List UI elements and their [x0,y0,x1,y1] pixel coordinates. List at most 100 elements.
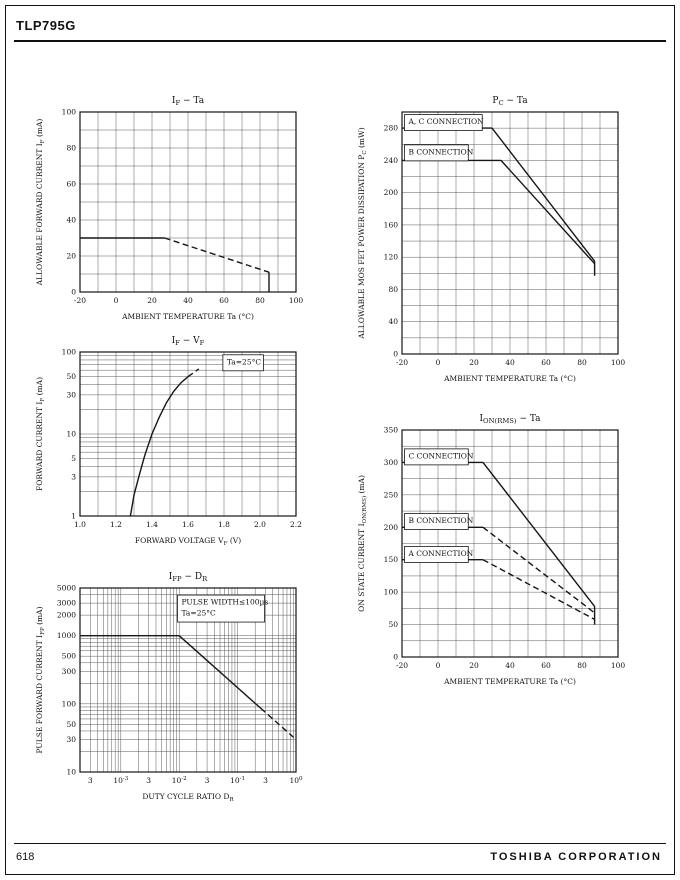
svg-text:30: 30 [66,390,76,399]
svg-text:ION(RMS) − Ta: ION(RMS) − Ta [479,414,541,425]
series-a-c-connection-derating [491,127,596,262]
svg-text:2000: 2000 [57,611,76,620]
svg-text:FORWARD CURRENT IF (mA): FORWARD CURRENT IF (mA) [35,377,46,491]
chart-pc-ta: -20 0 20 40 60 80 100 0 40 80 120 160 200 240 280 PC − … [352,86,632,396]
svg-text:2.0: 2.0 [254,520,266,529]
series-a-connection-derating [482,559,595,621]
svg-text:DUTY CYCLE RATIO DR: DUTY CYCLE RATIO DR [142,792,234,803]
header-divider [14,40,666,42]
svg-text:IF − Ta: IF − Ta [172,96,205,107]
svg-text:PC − Ta: PC − Ta [492,96,528,107]
svg-text:280: 280 [384,124,399,133]
svg-text:10-2: 10-2 [172,776,187,785]
svg-text:3000: 3000 [57,599,76,608]
svg-text:A, C CONNECTION: A, C CONNECTION [407,117,484,126]
svg-text:0: 0 [436,661,441,670]
svg-text:50: 50 [66,720,76,729]
svg-text:-20: -20 [74,296,86,305]
svg-text:B CONNECTION: B CONNECTION [408,516,473,525]
svg-text:AMBIENT TEMPERATURE Ta (°C): AMBIENT TEMPERATURE Ta (°C) [443,677,576,686]
page-number: 618 [16,851,35,863]
svg-text:10-3: 10-3 [113,776,128,785]
svg-text:40: 40 [505,358,515,367]
svg-text:5: 5 [71,454,76,463]
svg-text:100: 100 [611,358,626,367]
svg-text:A CONNECTION: A CONNECTION [407,549,473,558]
part-number: TLP795G [16,18,76,33]
series-forward-characteristic-extrapolated [187,368,200,378]
svg-text:10: 10 [66,430,76,439]
svg-text:Ta=25°C: Ta=25°C [182,609,216,618]
svg-text:80: 80 [577,661,587,670]
svg-text:40: 40 [183,296,193,305]
svg-text:B CONNECTION: B CONNECTION [408,147,473,156]
series-forward-characteristic [129,376,189,517]
svg-text:0: 0 [114,296,119,305]
svg-text:160: 160 [384,220,399,229]
chart-if-ta: -20 0 20 40 60 80 100 0 20 40 60 80 100 IF − Ta AMBIEN… [30,86,310,334]
svg-text:80: 80 [255,296,265,305]
chart-if-vf: 1.0 1.2 1.4 1.6 1.8 2.0 2.2 1 3 5 10 30 50 100 IF − VF… [30,326,310,558]
series-pulse-current-derating-tail [260,707,297,741]
svg-text:50: 50 [388,620,398,629]
chart-ion-rms-ta: -20 0 20 40 60 80 100 0 50 100 150 200 250 300 350 ION(… [352,404,632,699]
svg-text:ALLOWABLE MOS FET POWER DISSIP: ALLOWABLE MOS FET POWER DISSIPATION PC (… [357,127,368,339]
svg-text:1.8: 1.8 [218,520,230,529]
svg-text:100: 100 [62,348,77,357]
svg-text:0: 0 [436,358,441,367]
svg-text:10: 10 [66,768,76,777]
svg-text:0: 0 [393,653,398,662]
svg-text:80: 80 [388,285,398,294]
svg-text:IFP − DR: IFP − DR [169,572,208,583]
svg-text:20: 20 [469,358,479,367]
svg-text:300: 300 [384,458,399,467]
svg-text:3: 3 [263,776,268,785]
series-rated-forward-current-derating [164,237,270,273]
svg-text:500: 500 [62,652,77,661]
svg-text:3: 3 [88,776,93,785]
svg-text:FORWARD VOLTAGE VF (V): FORWARD VOLTAGE VF (V) [135,536,241,547]
svg-text:C CONNECTION: C CONNECTION [408,451,473,460]
svg-text:20: 20 [66,252,76,261]
svg-text:ON STATE CURRENT ION(RMS) (m: ON STATE CURRENT ION(RMS) (mA) [357,475,368,612]
chart-ifp-dr: 3 10-3 3 10-2 3 10-1 3 100 10 30 50 100 300 500 1000 20… [30,562,310,814]
svg-text:ALLOWABLE FORWARD CURRENT IF: ALLOWABLE FORWARD CURRENT IF (mA) [35,119,46,287]
svg-text:5000: 5000 [57,584,76,593]
svg-text:60: 60 [541,358,551,367]
svg-text:1000: 1000 [57,631,76,640]
svg-text:60: 60 [66,180,76,189]
svg-text:40: 40 [388,317,398,326]
svg-text:10-1: 10-1 [230,776,245,785]
svg-text:20: 20 [469,661,479,670]
svg-text:-20: -20 [396,661,408,670]
svg-text:0: 0 [393,350,398,359]
svg-text:AMBIENT TEMPERATURE Ta (°C): AMBIENT TEMPERATURE Ta (°C) [443,374,576,383]
svg-text:80: 80 [577,358,587,367]
svg-text:PULSE WIDTH≤100µs: PULSE WIDTH≤100µs [182,598,269,607]
chart-canvas-ion-rms-ta: -20 0 20 40 60 80 100050100150200250300350ION(… [357,414,625,686]
series-c-connection-derating [482,461,596,607]
svg-text:1.4: 1.4 [146,520,158,529]
chart-canvas-if-vf: 1.0 1.2 1.4 1.6 1.8 2.0 2.2 1 3 5 10 30 50 100 IF − VF… [35,336,302,547]
svg-text:50: 50 [66,372,76,381]
svg-text:20: 20 [147,296,157,305]
svg-text:200: 200 [384,188,399,197]
svg-text:3: 3 [71,472,76,481]
svg-text:100: 100 [384,588,399,597]
svg-text:100: 100 [62,699,77,708]
svg-text:250: 250 [384,490,399,499]
svg-text:40: 40 [66,216,76,225]
svg-text:150: 150 [384,555,399,564]
svg-text:PULSE FORWARD CURRENT IFP (mA: PULSE FORWARD CURRENT IFP (mA) [35,606,46,753]
svg-text:30: 30 [66,735,76,744]
svg-text:40: 40 [505,661,515,670]
svg-text:240: 240 [384,156,399,165]
svg-text:-20: -20 [396,358,408,367]
svg-text:0: 0 [71,288,76,297]
svg-text:100: 100 [289,296,304,305]
svg-text:1: 1 [71,512,76,521]
series-b-connection-derating [482,526,596,614]
svg-text:3: 3 [146,776,151,785]
svg-text:1.2: 1.2 [110,520,122,529]
